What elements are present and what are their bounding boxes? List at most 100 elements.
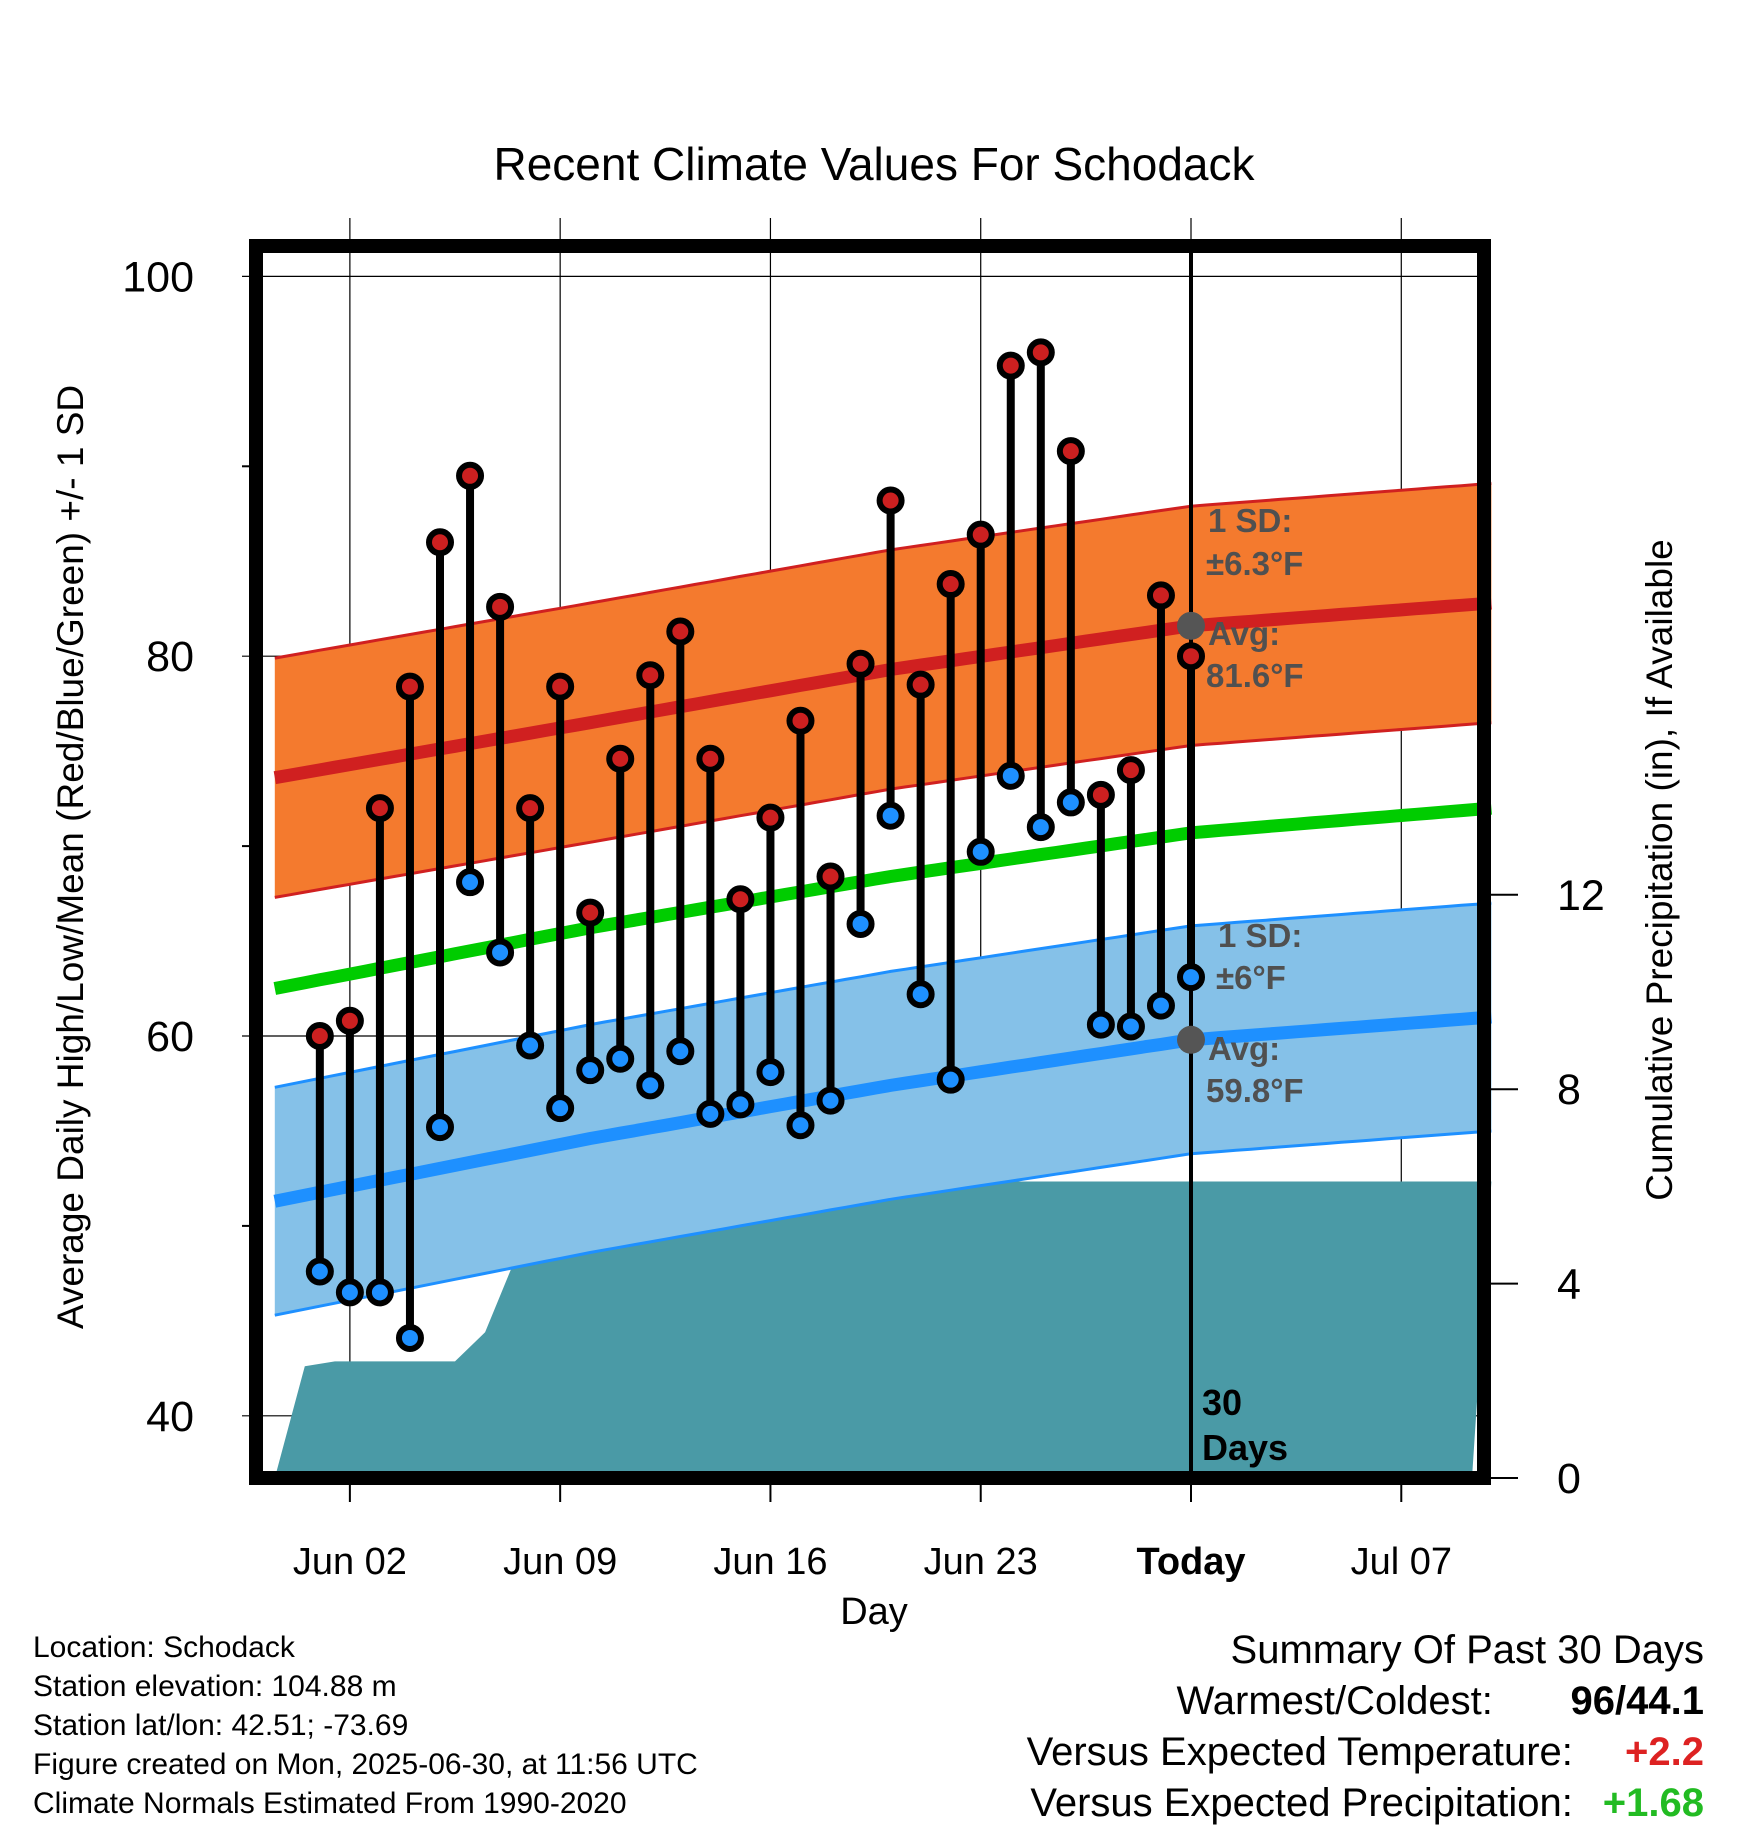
- period-label-number: 30: [1202, 1382, 1242, 1423]
- low-point-21: [936, 1065, 965, 1094]
- temp-value: +2.2: [1625, 1730, 1704, 1774]
- y-axis-label: Average Daily High/Low/Mean (Red/Blue/Gr…: [50, 385, 91, 1329]
- elevation-text: Station elevation: 104.88 m: [33, 1670, 397, 1703]
- low-point-10: [606, 1044, 635, 1073]
- low-point-26: [1086, 1010, 1115, 1039]
- high-point-12: [666, 617, 695, 646]
- annotations: 1 SD: ±6.3°F Avg: 81.6°F 1 SD: ±6°F Avg: 59.8°F…: [1177, 502, 1304, 1468]
- high-point-29: [1177, 642, 1205, 671]
- created-text: Figure created on Mon, 2025-06-30, at 11…: [33, 1748, 698, 1781]
- low-point-13: [696, 1099, 725, 1128]
- high-point-19: [876, 486, 905, 515]
- low-point-1: [335, 1278, 364, 1307]
- x-tick-label-2: Jun 16: [713, 1541, 827, 1583]
- low-point-27: [1116, 1012, 1145, 1041]
- low-point-23: [996, 761, 1025, 790]
- low-point-28: [1146, 991, 1175, 1020]
- low-point-20: [906, 980, 935, 1009]
- high-avg-value: 81.6°F: [1206, 657, 1304, 694]
- location-text: Location: Schodack: [33, 1631, 295, 1664]
- high-point-6: [486, 592, 515, 621]
- high-point-17: [816, 862, 845, 891]
- axes: 40 60 80 100 0 4 8 12 Jun 02 Jun 09 Jun 16 Jun 23 To…: [122, 239, 1605, 1583]
- low-band-lower: [274, 1129, 1492, 1317]
- high-point-28: [1146, 581, 1175, 610]
- plot-frame: [249, 239, 1491, 1485]
- y2-tick-label-0: 0: [1557, 1455, 1581, 1503]
- high-band-lower: [274, 721, 1492, 899]
- low-sd-label: 1 SD:: [1218, 917, 1302, 954]
- high-point-10: [606, 744, 635, 773]
- x-tick-label-4: Today: [1136, 1541, 1245, 1583]
- high-point-22: [966, 520, 995, 549]
- y2-tick-label-2: 8: [1557, 1066, 1581, 1114]
- precip-value: +1.68: [1602, 1781, 1704, 1825]
- low-avg-label: Avg:: [1208, 1030, 1280, 1067]
- low-point-0: [305, 1257, 334, 1286]
- high-point-14: [726, 885, 755, 914]
- high-point-11: [636, 661, 665, 690]
- low-point-15: [756, 1058, 785, 1087]
- y-tick-label-0: 40: [146, 1393, 194, 1441]
- high-point-15: [756, 803, 785, 832]
- x-tick-label-1: Jun 09: [503, 1541, 617, 1583]
- high-point-7: [516, 794, 545, 823]
- low-point-7: [516, 1031, 545, 1060]
- y2-tick-label-3: 12: [1557, 872, 1605, 920]
- low-point-19: [876, 801, 905, 830]
- low-point-22: [966, 837, 995, 866]
- high-point-27: [1116, 756, 1145, 785]
- low-point-11: [636, 1071, 665, 1100]
- x-tick-label-3: Jun 23: [924, 1541, 1038, 1583]
- high-band: [274, 483, 1492, 898]
- precip-label: Versus Expected Precipitation:: [1030, 1781, 1573, 1825]
- latlon-text: Station lat/lon: 42.51; -73.69: [33, 1709, 409, 1742]
- low-point-9: [576, 1056, 605, 1085]
- low-sd-value: ±6°F: [1216, 959, 1286, 996]
- high-sd-value: ±6.3°F: [1206, 545, 1303, 582]
- low-point-29: [1177, 963, 1205, 992]
- x-axis-label: Day: [840, 1591, 908, 1633]
- high-point-0: [305, 1022, 334, 1050]
- high-point-13: [696, 744, 725, 773]
- warm-cold-row: Warmest/Coldest: 96/44.1: [1027, 1676, 1705, 1727]
- low-band: [274, 903, 1492, 1316]
- cold-value: /44.1: [1615, 1679, 1704, 1723]
- low-avg-line: [273, 1010, 1492, 1208]
- chart-title: Recent Climate Values For Schodack: [493, 138, 1255, 190]
- y2-tick-label-1: 4: [1557, 1261, 1581, 1309]
- low-point-2: [365, 1278, 394, 1307]
- normal-bands: [273, 481, 1492, 1317]
- high-point-26: [1086, 780, 1115, 809]
- high-point-23: [996, 351, 1025, 380]
- low-point-8: [546, 1094, 575, 1123]
- high-point-20: [906, 670, 935, 699]
- low-point-12: [666, 1037, 695, 1066]
- period-label-days: Days: [1202, 1427, 1288, 1468]
- high-point-2: [365, 794, 394, 823]
- high-point-5: [456, 461, 485, 490]
- low-point-25: [1056, 788, 1085, 817]
- low-point-14: [726, 1090, 755, 1119]
- x-tick-label-5: Jul 07: [1351, 1541, 1452, 1583]
- low-point-4: [426, 1113, 454, 1142]
- high-point-25: [1056, 437, 1085, 466]
- precip-row: Versus Expected Precipitation: +1.68: [1027, 1778, 1704, 1829]
- normals-text: Climate Normals Estimated From 1990-2020: [33, 1787, 627, 1820]
- high-band-upper: [274, 481, 1492, 660]
- summary-title: Summary Of Past 30 Days: [1230, 1628, 1704, 1672]
- low-point-5: [456, 868, 485, 897]
- high-point-18: [846, 649, 875, 678]
- high-point-9: [576, 898, 605, 927]
- high-point-1: [335, 1006, 364, 1035]
- y2-axis-label: Cumulative Precipitation (in), If Availa…: [1639, 539, 1680, 1201]
- high-avg-label: Avg:: [1208, 615, 1280, 652]
- low-point-16: [786, 1111, 815, 1140]
- warm-value: 96: [1570, 1679, 1616, 1723]
- low-point-18: [846, 909, 875, 938]
- low-point-17: [816, 1086, 845, 1115]
- y-tick-label-1: 60: [146, 1013, 194, 1061]
- temp-row: Versus Expected Temperature: +2.2: [1027, 1727, 1704, 1778]
- high-point-21: [936, 570, 965, 599]
- high-avg-line: [273, 596, 1492, 785]
